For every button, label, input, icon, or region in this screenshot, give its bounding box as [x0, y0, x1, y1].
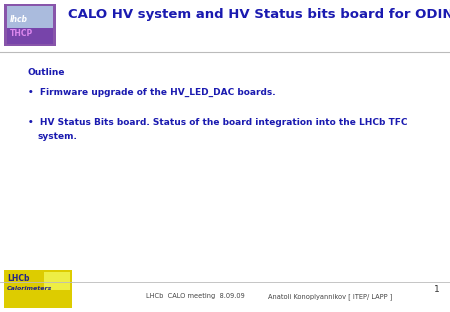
- Text: THCP: THCP: [10, 29, 33, 38]
- Text: LHCb: LHCb: [7, 274, 30, 283]
- Text: Calorimeters: Calorimeters: [7, 286, 52, 291]
- Text: •  HV Status Bits board. Status of the board integration into the LHCb TFC: • HV Status Bits board. Status of the bo…: [28, 118, 408, 127]
- Bar: [44, 272, 70, 290]
- Text: 1: 1: [434, 285, 440, 294]
- Text: Outline: Outline: [28, 68, 66, 77]
- Text: system.: system.: [38, 132, 78, 141]
- Text: lhcb: lhcb: [10, 15, 28, 24]
- Text: •  Firmware upgrade of the HV_LED_DAC boards.: • Firmware upgrade of the HV_LED_DAC boa…: [28, 88, 275, 97]
- Text: Anatoli Konoplyannikov [ ITEP/ LAPP ]: Anatoli Konoplyannikov [ ITEP/ LAPP ]: [268, 293, 392, 300]
- Bar: [4, 270, 72, 308]
- Bar: [7, 6, 53, 28]
- Text: LHCb  CALO meeting  8.09.09: LHCb CALO meeting 8.09.09: [146, 293, 244, 299]
- Text: CALO HV system and HV Status bits board for ODIN: CALO HV system and HV Status bits board …: [68, 8, 450, 21]
- Bar: [7, 28, 53, 44]
- Bar: [4, 4, 56, 46]
